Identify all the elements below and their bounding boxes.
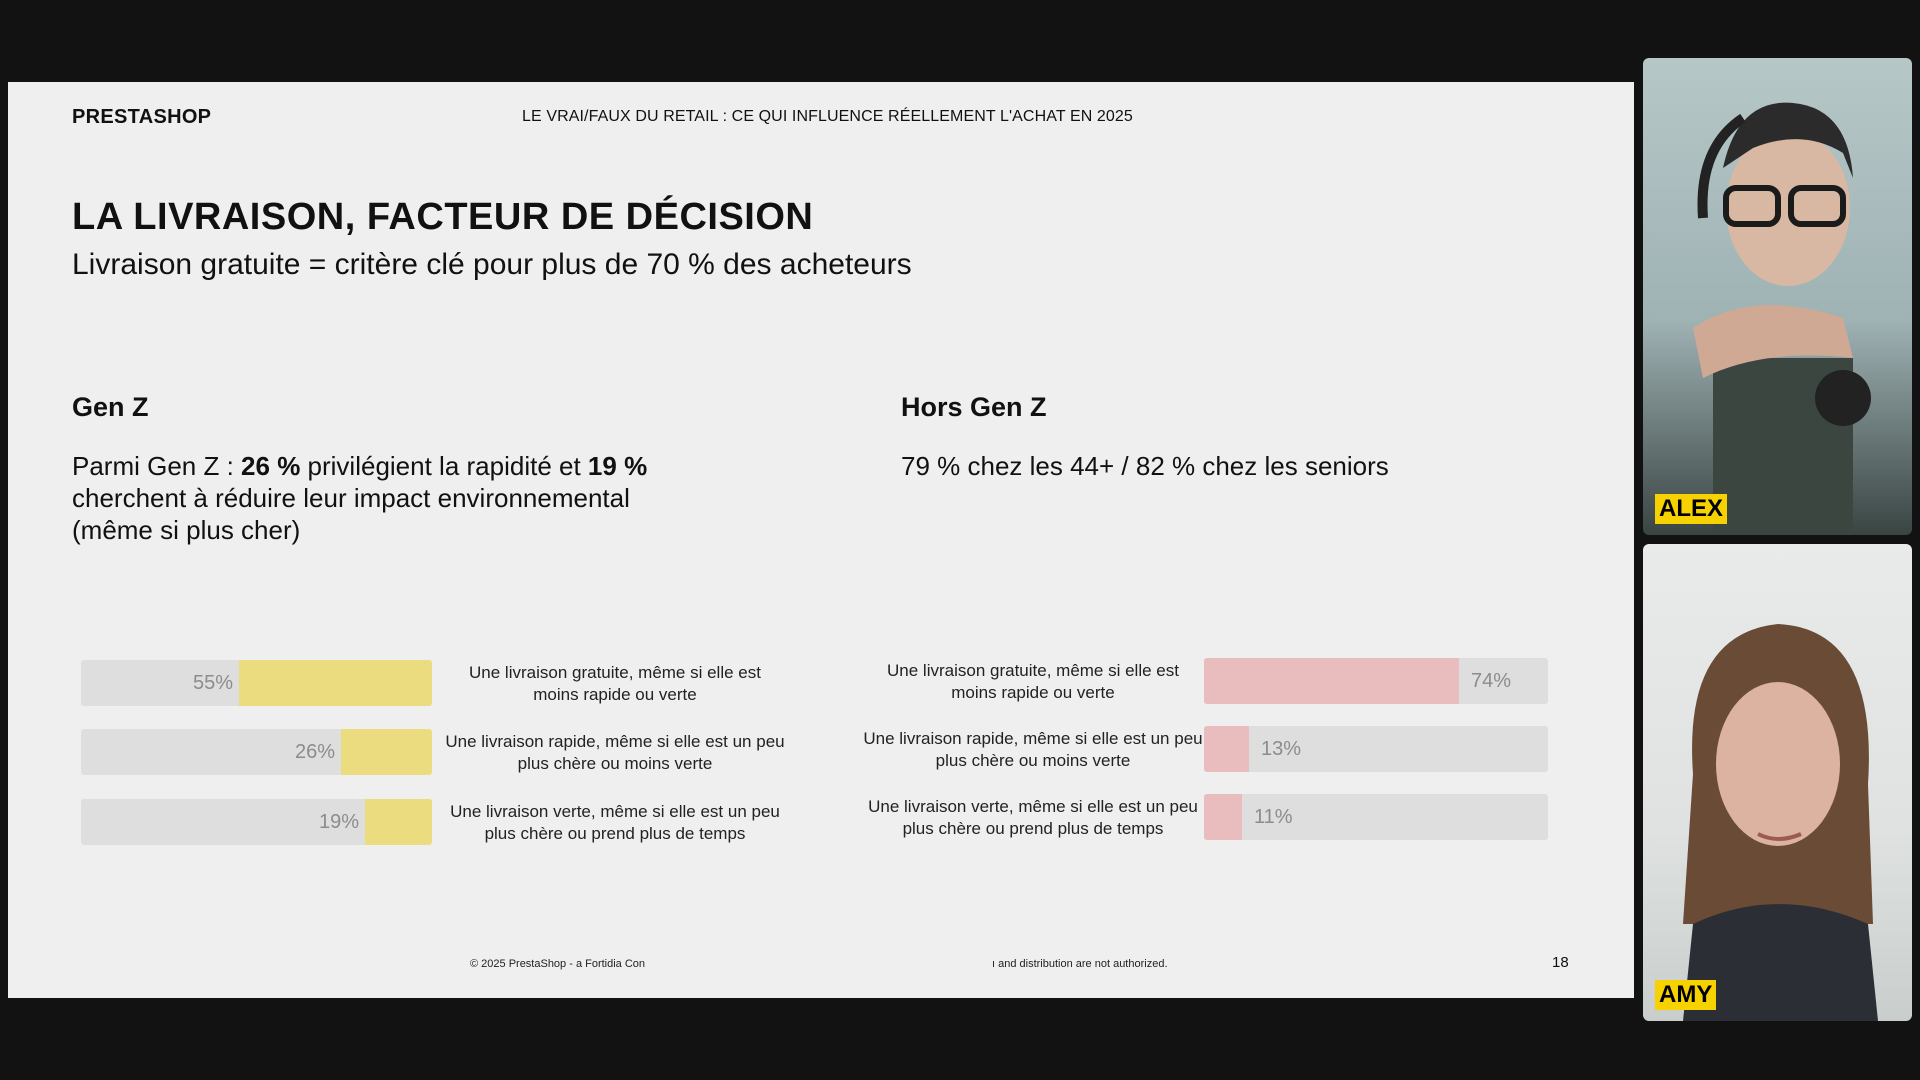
participant-video-amy[interactable]: AMY	[1643, 544, 1912, 1021]
bar	[1204, 726, 1249, 772]
bar-category-label: Une livraison rapide, même si elle est u…	[863, 729, 1203, 770]
slide-title: LA LIVRAISON, FACTEUR DE DÉCISION	[72, 196, 814, 238]
bar-value-label: 26%	[294, 741, 335, 763]
participant-name-tag: AMY	[1655, 980, 1717, 1010]
bar	[1204, 658, 1459, 704]
bar-track: 26%	[81, 729, 432, 775]
gen-z-green-percent: 19 %	[587, 451, 648, 481]
gen-z-text-part: cherchent à réduire leur impact environn…	[72, 483, 630, 545]
gen-z-text-part: privilégient la rapidité et	[300, 451, 588, 481]
bar-category-label: Une livraison rapide, même si elle est u…	[445, 732, 785, 773]
bar-value-label: 74%	[1471, 670, 1512, 692]
bar-value-label: 19%	[318, 811, 359, 833]
footer-notice: ı and distribution are not authorized.	[992, 958, 1168, 970]
participant-video-alex[interactable]: ALEX	[1643, 58, 1912, 535]
footer-copyright: © 2025 PrestaShop - a Fortidia Con	[470, 958, 646, 970]
bar-category-label: Une livraison verte, même si elle est un…	[450, 802, 780, 843]
bar-track: 13%	[1204, 726, 1548, 772]
gen-z-speed-percent: 26 %	[241, 451, 301, 481]
bar-category-label: Une livraison gratuite, même si elle est…	[887, 661, 1179, 702]
bar-value-label: 13%	[1261, 738, 1302, 760]
non-gen-z-text: 79 % chez les 44+ / 82 % chez les senior…	[901, 451, 1389, 481]
participant-figure-icon	[1683, 624, 1878, 1021]
bar	[365, 799, 432, 845]
bar-value-label: 11%	[1254, 806, 1293, 828]
non-gen-z-heading: Hors Gen Z	[901, 392, 1047, 422]
bar-value-label: 55%	[192, 672, 233, 694]
participant-name-tag: ALEX	[1655, 494, 1728, 524]
bar	[1204, 794, 1242, 840]
page-number: 18	[1552, 954, 1569, 971]
bar-category-label: Une livraison gratuite, même si elle est…	[469, 663, 761, 704]
gen-z-text: Parmi Gen Z : 26 % privilégient la rapid…	[72, 450, 712, 546]
bar-category-label: Une livraison verte, même si elle est un…	[868, 797, 1198, 838]
slide-subtitle: Livraison gratuite = critère clé pour pl…	[72, 248, 912, 281]
bar	[239, 660, 432, 706]
bar-track: 11%	[1204, 794, 1548, 840]
presentation-slide: PRESTASHOP LE VRAI/FAUX DU RETAIL : CE Q…	[8, 82, 1634, 998]
gen-z-heading: Gen Z	[72, 392, 149, 422]
bar-track: 55%	[81, 660, 432, 706]
slide-header-title: LE VRAI/FAUX DU RETAIL : CE QUI INFLUENC…	[522, 108, 1133, 125]
bar-track: 74%	[1204, 658, 1548, 704]
bar-track: 19%	[81, 799, 432, 845]
gen-z-text-part: Parmi Gen Z :	[72, 451, 242, 481]
participant-figure-icon	[1693, 102, 1871, 535]
bar	[341, 729, 432, 775]
brand-logo: PRESTASHOP	[72, 106, 212, 128]
